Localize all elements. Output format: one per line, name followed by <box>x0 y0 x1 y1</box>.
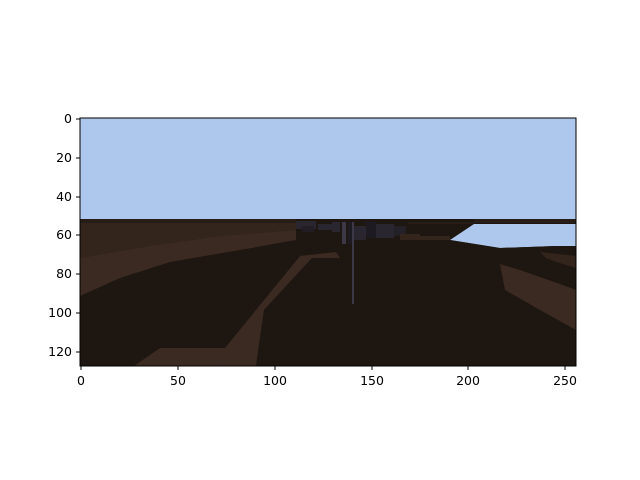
horizon-band <box>80 219 296 223</box>
y-tick-label: 100 <box>48 305 72 320</box>
pole <box>352 222 354 304</box>
x-tick-label: 250 <box>553 373 577 388</box>
rendered-frame <box>80 118 576 366</box>
y-tick-label: 60 <box>56 227 72 242</box>
x-tick-label: 100 <box>263 373 287 388</box>
x-tick-label: 50 <box>170 373 186 388</box>
left-road-edge <box>222 252 340 366</box>
right-terrain <box>450 240 576 366</box>
x-tick-label: 150 <box>360 373 384 388</box>
horizon-band-right <box>474 219 576 223</box>
left-terrain <box>80 223 296 258</box>
right-upper-band <box>540 252 576 268</box>
x-tick-label: 0 <box>77 373 85 388</box>
y-tick-label: 120 <box>48 344 72 359</box>
y-axis: 0 20 40 60 80 100 120 <box>48 111 80 359</box>
x-tick-label: 200 <box>456 373 480 388</box>
y-tick-label: 0 <box>64 111 72 126</box>
x-axis: 0 50 100 150 200 250 <box>77 366 577 388</box>
skyline <box>296 221 474 244</box>
bottom-edge-strip <box>134 348 230 366</box>
road-surface <box>256 240 500 366</box>
right-sky-gap <box>450 224 576 248</box>
left-slope-band <box>80 230 296 296</box>
right-slope-band <box>500 264 576 330</box>
axes-frame <box>79 117 577 367</box>
y-tick-label: 80 <box>56 266 72 281</box>
y-tick-label: 20 <box>56 150 72 165</box>
y-tick-label: 40 <box>56 189 72 204</box>
